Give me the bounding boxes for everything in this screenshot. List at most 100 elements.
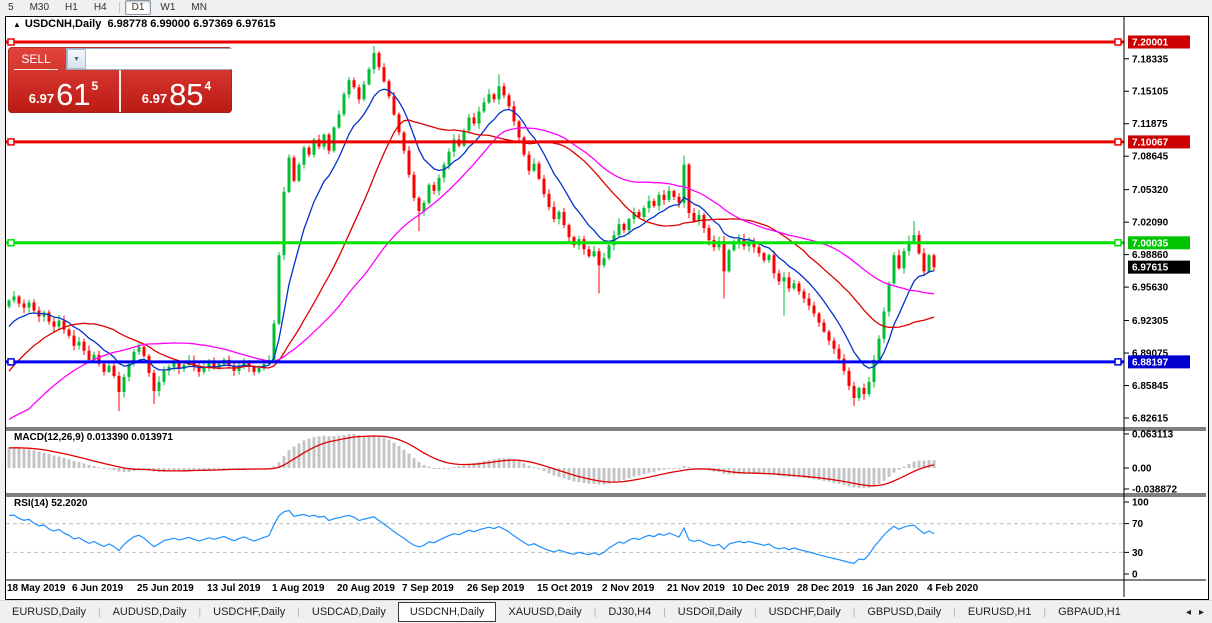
svg-text:7.00035: 7.00035 [1132,238,1169,249]
svg-text:6.98860: 6.98860 [1132,250,1169,261]
x-axis-date-label: 25 Jun 2019 [137,583,194,594]
sell-price-sup: 5 [91,79,99,93]
svg-text:7.08645: 7.08645 [1132,152,1169,163]
timeframe-button-w1[interactable]: W1 [160,2,176,13]
buy-price[interactable]: 6.97 85 4 [121,70,232,112]
chart-tab-gbpusd-daily[interactable]: GBPUSD,Daily [867,606,942,618]
sell-button[interactable]: SELL [8,47,64,70]
moving-average-lines [8,88,935,420]
tab-separator: | [97,606,101,618]
line-anchor-handle [1114,239,1122,247]
x-axis-date-label: 2 Nov 2019 [602,583,655,594]
chart-tab-dj30-h4[interactable]: DJ30,H4 [608,606,652,618]
chart-tab-gbpaud-h1[interactable]: GBPAUD,H1 [1058,606,1121,618]
price-tag [1128,35,1190,49]
chart-tab-eurusd-daily[interactable]: EURUSD,Daily [12,606,86,618]
svg-text:6.89075: 6.89075 [1132,349,1169,360]
price-tag [1128,355,1190,369]
tabs-scroll-right-icon[interactable]: ▸ [1198,606,1204,618]
tabs-scroll-left-icon[interactable]: ◂ [1185,606,1191,618]
indicator-panels [7,434,936,565]
ma-line-45 [8,127,935,420]
tab-separator: | [297,606,300,618]
svg-text:6.97615: 6.97615 [1132,263,1169,274]
svg-text:-0.038872: -0.038872 [1132,484,1177,495]
svg-text:70: 70 [1132,519,1144,530]
svg-text:0.063113: 0.063113 [1132,429,1174,440]
toolbar-separator [118,2,120,13]
chart-window: 7.18335 7.15105 7.11875 7.08645 7.05320 7.020… [5,16,1209,600]
axes: 7.18335 7.15105 7.11875 7.08645 7.05320 7.020… [6,17,1206,597]
tab-separator: | [1043,606,1047,618]
ma-line-10 [8,88,935,371]
chart-tab-usdchf-daily[interactable]: USDCHF,Daily [768,606,841,618]
candles [7,46,936,412]
tab-separator: | [593,606,597,618]
svg-text:0: 0 [1132,570,1138,581]
svg-text:7.11875: 7.11875 [1132,119,1168,130]
svg-text:7.10067: 7.10067 [1132,137,1169,148]
buy-price-main: 85 [169,76,204,112]
svg-text:7.20001: 7.20001 [1132,38,1169,49]
timeframe-button-h1[interactable]: H1 [65,2,78,13]
line-anchor-handle [7,358,15,366]
tab-separator: | [198,606,202,618]
x-axis-date-label: 21 Nov 2019 [667,583,725,594]
price-chart[interactable]: 7.18335 7.15105 7.11875 7.08645 7.05320 7.020… [6,17,1206,597]
macd-indicator-label: MACD(12,26,9) 0.013390 0.013971 [14,432,173,443]
chart-tab-usdoil-daily[interactable]: USDOil,Daily [677,606,742,618]
line-anchor-handle [1114,138,1122,146]
x-axis-date-label: 6 Jun 2019 [72,583,124,594]
svg-text:6.82615: 6.82615 [1132,414,1169,425]
chart-tab-usdchf-daily[interactable]: USDCHF,Daily [213,606,286,618]
svg-text:6.88197: 6.88197 [1132,357,1169,368]
tab-separator: | [753,606,757,618]
price-tag [1128,260,1190,274]
x-axis-date-label: 10 Dec 2019 [732,583,790,594]
line-anchor-handle [1114,38,1122,46]
sell-price-main: 61 [56,76,91,112]
timeframe-button-h4[interactable]: H4 [93,2,107,13]
svg-text:100: 100 [1132,498,1149,509]
timeframe-button-d1[interactable]: D1 [124,0,152,15]
horizontal-level-lines[interactable] [6,38,1124,366]
collapse-arrow-icon[interactable]: ▲ [13,20,21,29]
svg-text:7.15105: 7.15105 [1132,87,1169,98]
chart-tab-bar: EURUSD,Daily | AUDUSD,Daily | USDCHF,Daily | U… [0,600,1212,623]
line-anchor-handle [7,38,15,46]
sell-price[interactable]: 6.97 61 5 [8,70,121,112]
chart-tab-usdcnh-daily[interactable]: USDCNH,Daily [397,602,497,622]
volume-decrease-icon[interactable]: ▼ [67,49,86,69]
one-click-trading-panel: SELL ▼ ▲ BUY 6.97 61 5 6.97 85 4 [8,47,232,113]
volume-input[interactable] [86,49,232,69]
chart-tab-eurusd-h1[interactable]: EURUSD,H1 [967,606,1032,618]
x-axis-date-label: 26 Sep 2019 [467,583,525,594]
svg-text:6.92305: 6.92305 [1132,316,1169,327]
rsi-line [8,509,935,565]
svg-text:6.85845: 6.85845 [1132,381,1169,392]
price-tag [1128,236,1190,250]
svg-text:6.95630: 6.95630 [1132,283,1169,294]
rsi-indicator-label: RSI(14) 52.2020 [14,498,88,509]
ma-line-25 [8,119,935,372]
timeframe-button-m30[interactable]: M30 [29,2,50,13]
x-axis-date-label: 16 Jan 2020 [862,583,919,594]
buy-price-sup: 4 [204,79,212,93]
volume-spinner: ▼ ▲ [66,48,232,70]
line-anchor-handle [7,138,15,146]
x-axis-date-label: 13 Jul 2019 [207,583,261,594]
x-axis-date-label: 20 Aug 2019 [337,583,395,594]
chart-ohlc-values: 6.98778 6.99000 6.97369 6.97615 [107,18,276,30]
chart-tab-xauusd-daily[interactable]: XAUUSD,Daily [508,606,582,618]
chart-tab-audusd-daily[interactable]: AUDUSD,Daily [112,606,187,618]
timeframe-button-mn[interactable]: MN [191,2,207,13]
grid-lines [6,523,1124,553]
timeframe-toolbar: 5 M30 H1 H4 D1 W1 MN [0,0,1212,15]
svg-text:0.00: 0.00 [1132,464,1152,475]
price-tag [1128,135,1190,149]
timeframe-button-5[interactable]: 5 [8,2,14,13]
macd-signal-line [8,435,935,487]
chart-tab-usdcad-daily[interactable]: USDCAD,Daily [311,606,386,618]
line-anchor-handle [7,239,15,247]
sell-price-prefix: 6.97 [28,91,55,106]
